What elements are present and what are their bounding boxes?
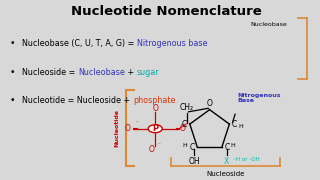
Text: O: O [148, 145, 154, 154]
Text: Nitrogenous
Base: Nitrogenous Base [237, 93, 281, 103]
Text: X: X [224, 157, 229, 166]
Text: Nucleobase: Nucleobase [78, 68, 125, 76]
Text: O: O [125, 124, 131, 133]
Text: H: H [231, 143, 236, 148]
Text: H: H [182, 143, 187, 148]
Text: Nucleoside: Nucleoside [206, 171, 245, 177]
Text: •: • [10, 96, 15, 105]
Text: •: • [10, 39, 15, 48]
Text: C: C [232, 120, 237, 129]
Text: OH: OH [188, 157, 200, 166]
Text: ⁻: ⁻ [135, 122, 138, 127]
Text: O: O [180, 124, 185, 133]
Text: Nitrogenous base: Nitrogenous base [137, 39, 208, 48]
Text: Nucleotide Nomenclature: Nucleotide Nomenclature [71, 5, 262, 18]
Circle shape [148, 125, 162, 133]
Text: Nucleobase: Nucleobase [251, 22, 287, 27]
Text: C: C [224, 143, 230, 152]
Text: sugar: sugar [137, 68, 159, 76]
Text: O: O [152, 104, 158, 113]
Text: •: • [10, 68, 15, 76]
Text: ⁻: ⁻ [186, 122, 189, 127]
Text: H: H [238, 124, 243, 129]
Text: ⁻: ⁻ [158, 144, 161, 149]
Text: O: O [207, 99, 212, 108]
Text: C: C [182, 120, 187, 129]
Text: Nucleoside =: Nucleoside = [22, 68, 78, 76]
Text: Nucleotide: Nucleotide [114, 109, 119, 147]
Text: CH₂: CH₂ [180, 103, 194, 112]
Text: C: C [189, 143, 195, 152]
Text: +: + [125, 68, 137, 76]
Text: Nucleotide = Nucleoside +: Nucleotide = Nucleoside + [22, 96, 133, 105]
Text: Nucleobase (C, U, T, A, G) =: Nucleobase (C, U, T, A, G) = [22, 39, 137, 48]
Text: phosphate: phosphate [133, 96, 176, 105]
Text: P: P [152, 124, 158, 133]
Text: -H or -OH: -H or -OH [234, 157, 260, 162]
